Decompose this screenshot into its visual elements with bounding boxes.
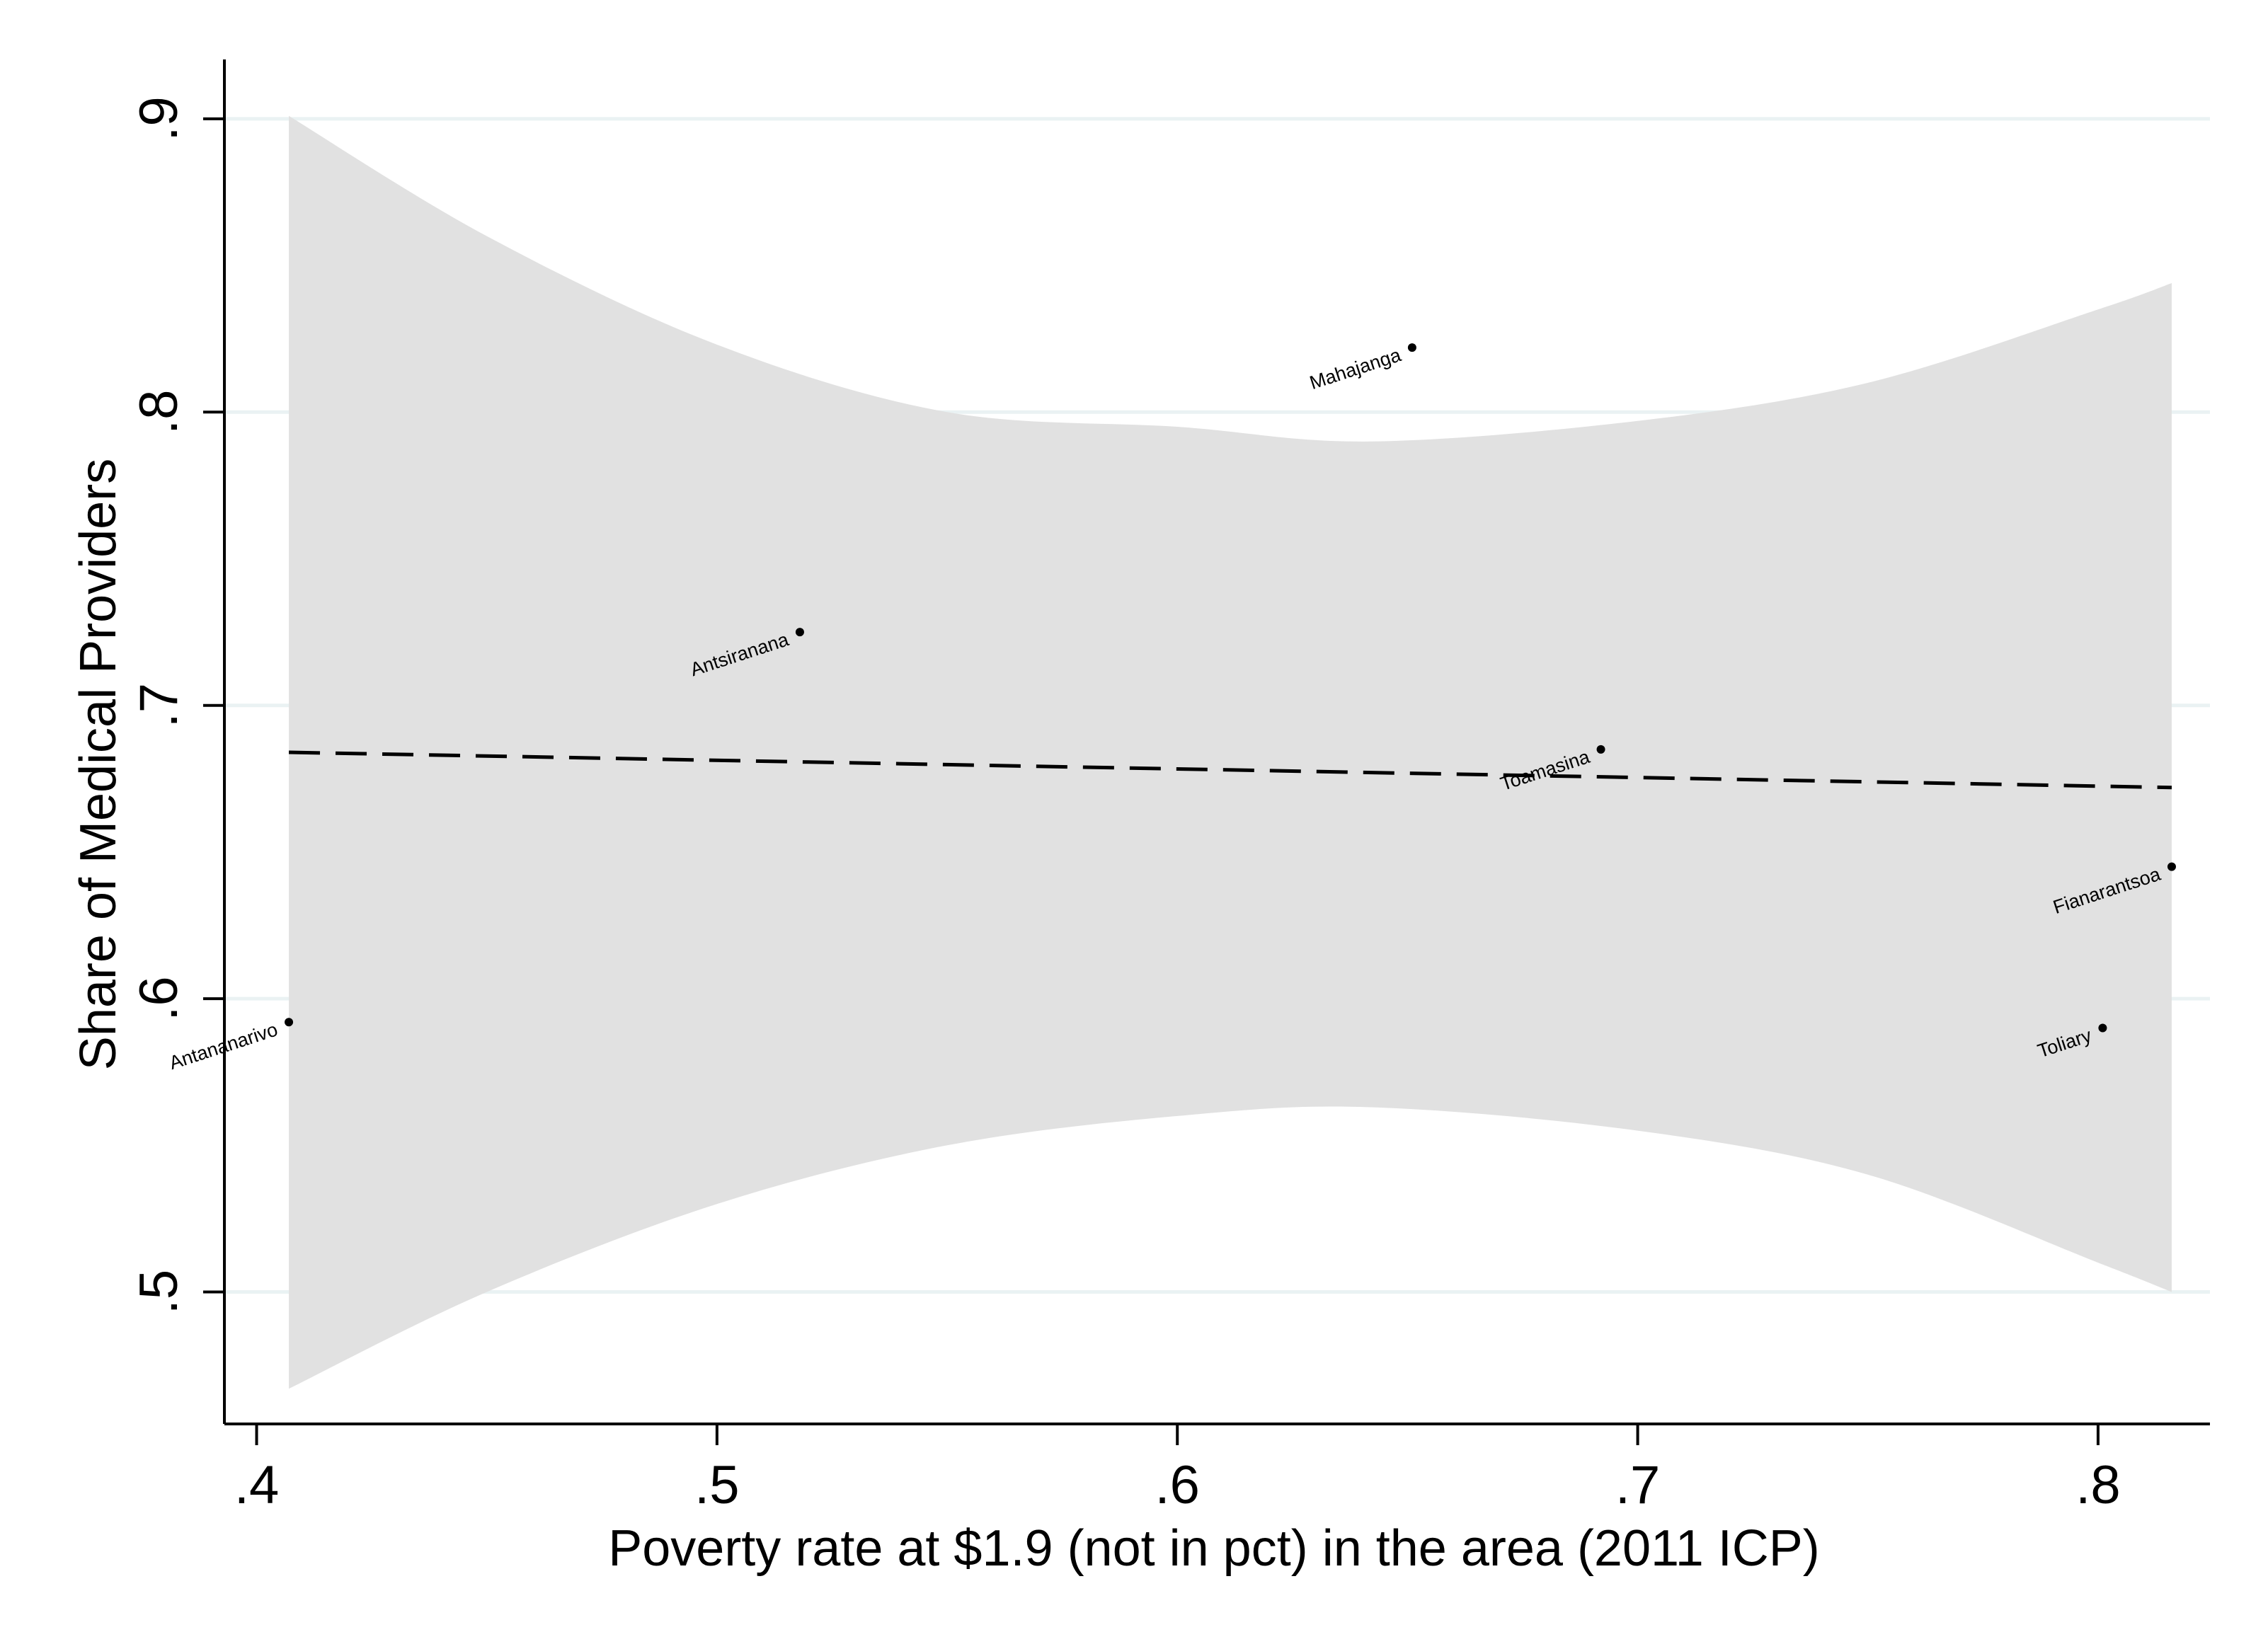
- data-point: [1596, 745, 1605, 754]
- y-tick-label: .7: [129, 683, 189, 728]
- x-axis-ticks: .4 .5 .6 .7 .8: [234, 1424, 2121, 1515]
- fit-line: [289, 750, 2172, 790]
- x-tick-label: .5: [694, 1455, 739, 1515]
- data-point: [285, 1018, 294, 1027]
- y-tick-label: .6: [129, 976, 189, 1021]
- data-point: [2167, 862, 2176, 871]
- x-tick-label: .8: [2075, 1455, 2120, 1515]
- y-axis-ticks: .5 .6 .7 .8 .9: [129, 96, 224, 1314]
- data-point: [2098, 1023, 2107, 1033]
- y-tick-label: .5: [129, 1270, 189, 1314]
- x-axis-title: Poverty rate at $1.9 (not in pct) in the…: [608, 1520, 1820, 1577]
- y-tick-label: .8: [129, 390, 189, 435]
- y-tick-label: .9: [129, 96, 189, 141]
- data-point: [795, 628, 804, 637]
- y-axis-title: Share of Medical Providers: [70, 459, 127, 1070]
- x-tick-label: .4: [234, 1455, 279, 1515]
- x-tick-label: .7: [1615, 1455, 1660, 1515]
- axes: [223, 59, 2210, 1425]
- confidence-band: [289, 115, 2172, 1389]
- x-tick-label: .6: [1155, 1455, 1200, 1515]
- data-point: [1407, 343, 1416, 352]
